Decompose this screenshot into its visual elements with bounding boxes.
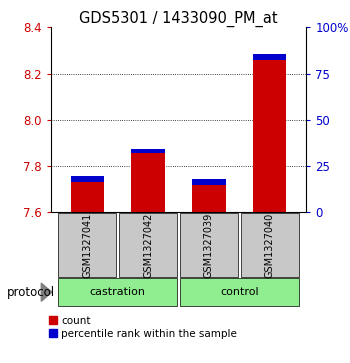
FancyBboxPatch shape	[180, 213, 238, 277]
Text: GSM1327042: GSM1327042	[143, 212, 153, 278]
Bar	[253, 54, 287, 60]
Text: GSM1327039: GSM1327039	[204, 212, 214, 278]
Bar	[253, 60, 287, 212]
Bar	[192, 185, 226, 212]
Text: protocol: protocol	[7, 286, 55, 299]
FancyBboxPatch shape	[119, 213, 177, 277]
Text: control: control	[220, 287, 259, 297]
Text: GSM1327040: GSM1327040	[265, 212, 275, 278]
FancyBboxPatch shape	[58, 278, 177, 306]
Text: castration: castration	[90, 287, 146, 297]
Text: GSM1327041: GSM1327041	[82, 212, 92, 278]
Bar	[131, 153, 165, 212]
Title: GDS5301 / 1433090_PM_at: GDS5301 / 1433090_PM_at	[79, 11, 278, 27]
Bar	[70, 176, 104, 182]
Legend: count, percentile rank within the sample: count, percentile rank within the sample	[49, 315, 237, 339]
Bar	[70, 182, 104, 212]
Bar	[192, 179, 226, 184]
Bar	[131, 149, 165, 153]
FancyBboxPatch shape	[241, 213, 299, 277]
FancyBboxPatch shape	[180, 278, 299, 306]
FancyBboxPatch shape	[58, 213, 116, 277]
